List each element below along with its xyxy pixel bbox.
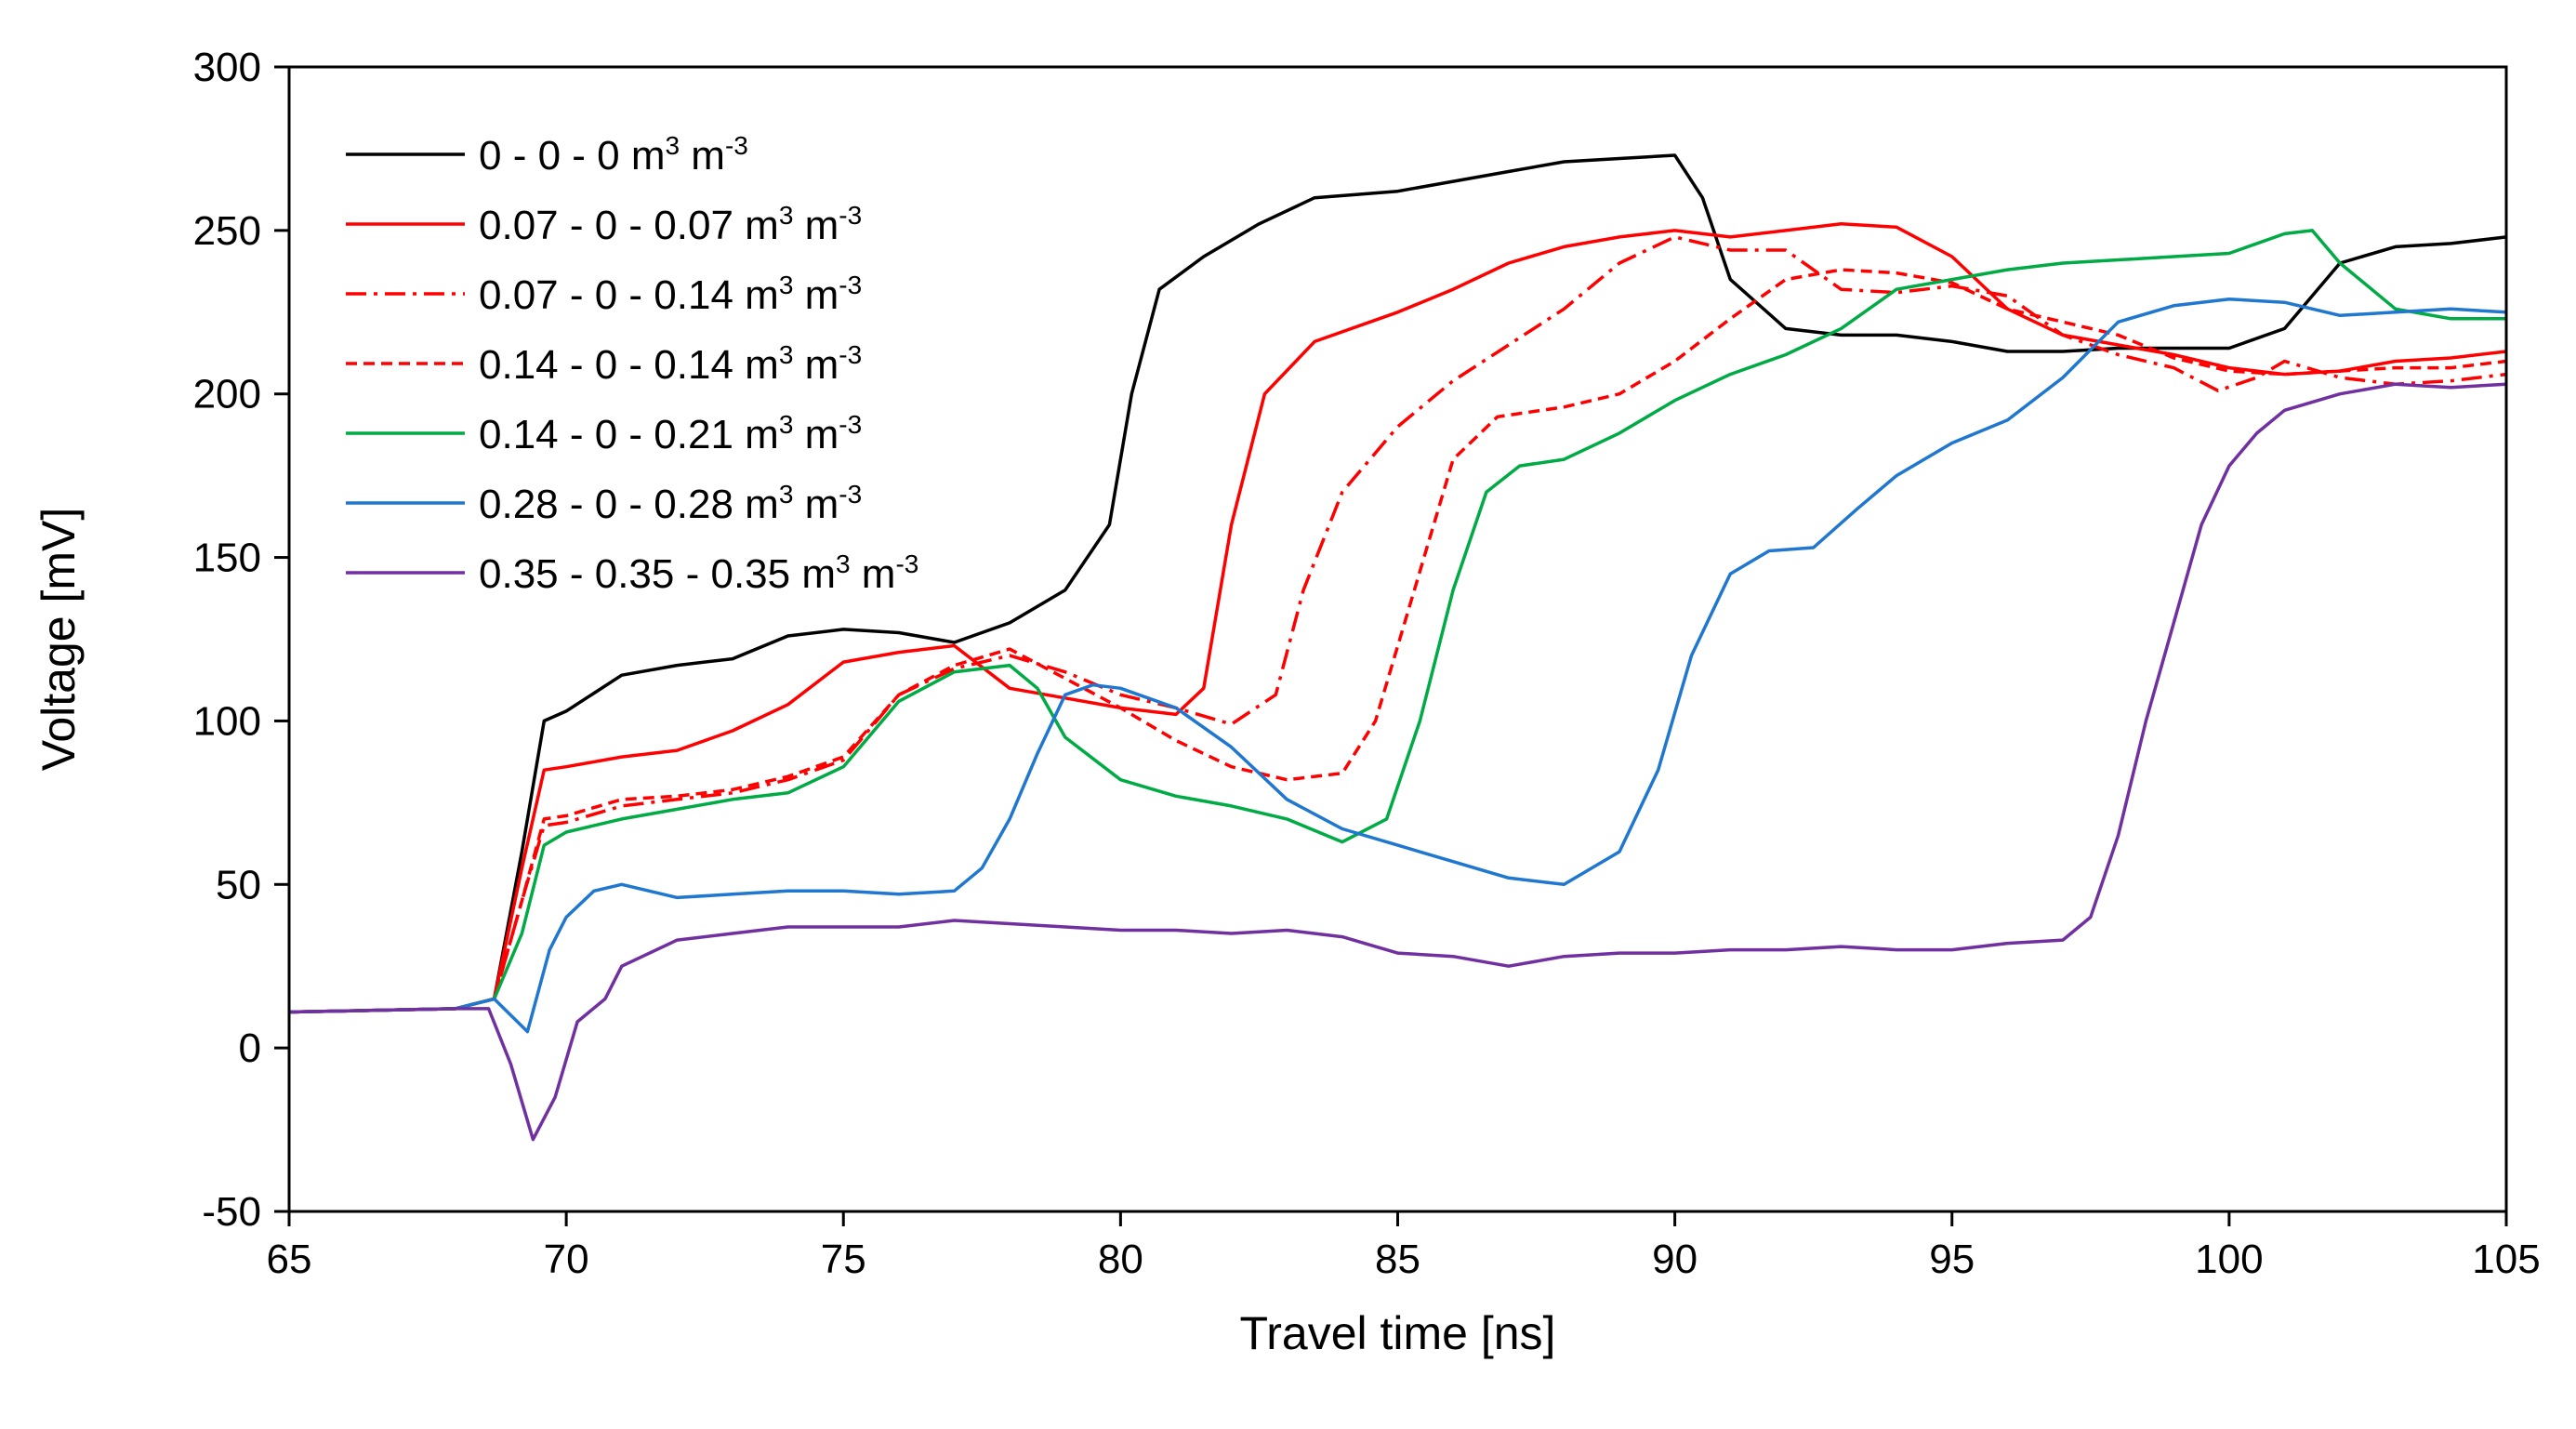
x-tick-label: 105 xyxy=(2472,1237,2540,1282)
series-line-3 xyxy=(288,235,2507,1014)
x-tick-label: 95 xyxy=(1929,1237,1975,1282)
x-tick-label: 65 xyxy=(267,1237,312,1282)
x-tick-label: 85 xyxy=(1375,1237,1420,1282)
y-tick-label: -50 xyxy=(202,1189,261,1235)
y-tick-label: 150 xyxy=(193,536,261,581)
y-tick-label: 100 xyxy=(193,698,261,744)
series-layer xyxy=(288,153,2507,1142)
y-axis: -50 0 50 100 150 200 250 300 xyxy=(193,45,289,1235)
legend-label: 0.28 - 0 - 0.28 m3 m-3 xyxy=(479,480,862,527)
x-tick-label: 100 xyxy=(2195,1237,2263,1282)
series-line-4 xyxy=(288,268,2507,1014)
y-tick-label: 0 xyxy=(239,1025,261,1071)
legend: 0 - 0 - 0 m3 m-3 0.07 - 0 - 0.07 m3 m-3 0.… xyxy=(346,131,918,597)
legend-label: 0.35 - 0.35 - 0.35 m3 m-3 xyxy=(479,549,918,597)
y-tick-label: 50 xyxy=(216,862,261,907)
series-line-5 xyxy=(288,229,2506,1014)
series-line-6 xyxy=(288,297,2507,1034)
y-tick-label: 200 xyxy=(193,372,261,417)
legend-label: 0.07 - 0 - 0.14 m3 m-3 xyxy=(479,271,862,318)
y-tick-label: 300 xyxy=(193,45,261,90)
series-line-7 xyxy=(288,382,2507,1142)
legend-label: 0.07 - 0 - 0.07 m3 m-3 xyxy=(479,201,862,248)
series-line-1 xyxy=(288,153,2507,1014)
x-axis-title: Travel time [ns] xyxy=(1240,1307,1556,1359)
x-tick-label: 80 xyxy=(1098,1237,1143,1282)
y-tick-label: 250 xyxy=(193,208,261,254)
series-line-2 xyxy=(288,222,2507,1014)
x-tick-label: 75 xyxy=(821,1237,866,1282)
x-axis: 65 70 75 80 85 90 95 100 105 xyxy=(267,1211,2541,1282)
x-tick-label: 90 xyxy=(1652,1237,1698,1282)
legend-label: 0.14 - 0 - 0.21 m3 m-3 xyxy=(479,410,862,457)
legend-label: 0.14 - 0 - 0.14 m3 m-3 xyxy=(479,340,862,388)
x-tick-label: 70 xyxy=(544,1237,589,1282)
legend-label: 0 - 0 - 0 m3 m-3 xyxy=(479,131,748,179)
y-axis-title: Voltage [mV] xyxy=(33,508,85,772)
